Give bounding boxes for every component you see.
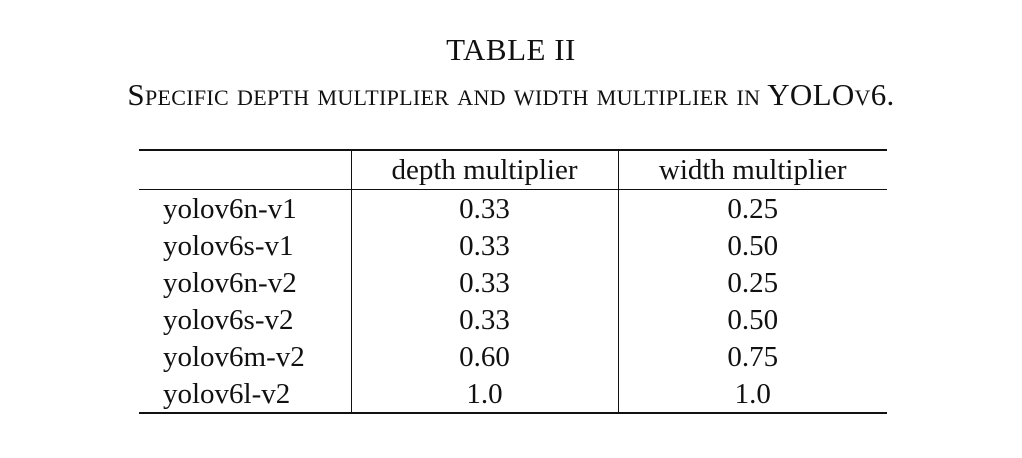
cell-model: yolov6s-v1 <box>163 229 294 262</box>
table-header-row: depth multiplier width multiplier <box>139 150 887 190</box>
cell-depth: 0.60 <box>350 338 618 375</box>
cell-depth: 0.33 <box>350 189 618 227</box>
cell-depth: 0.33 <box>350 264 618 301</box>
table-row: yolov6s-v2 0.33 0.50 <box>139 301 887 338</box>
cell-depth: 0.33 <box>350 301 618 338</box>
cell-depth: 0.33 <box>350 227 618 264</box>
table-number: TABLE II <box>446 32 576 67</box>
cell-model: yolov6m-v2 <box>163 340 305 373</box>
cell-width: 0.50 <box>617 301 887 338</box>
cell-width: 0.25 <box>617 264 887 301</box>
table-container: depth multiplier width multiplier yolov6… <box>139 149 887 414</box>
cell-width: 0.50 <box>617 227 887 264</box>
cell-model: yolov6n-v2 <box>163 266 297 299</box>
cell-model: yolov6n-v1 <box>163 192 297 225</box>
header-depth-multiplier: depth multiplier <box>350 150 618 190</box>
cell-width: 0.75 <box>617 338 887 375</box>
header-width-multiplier: width multiplier <box>617 150 887 190</box>
table-row: yolov6m-v2 0.60 0.75 <box>139 338 887 375</box>
table-row: yolov6s-v1 0.33 0.50 <box>139 227 887 264</box>
table-title: Specific depth multiplier and width mult… <box>127 77 895 112</box>
table-row: yolov6n-v1 0.33 0.25 <box>139 189 887 227</box>
header-model <box>139 150 351 190</box>
cell-model: yolov6s-v2 <box>163 303 294 336</box>
table-row: yolov6n-v2 0.33 0.25 <box>139 264 887 301</box>
cell-depth: 1.0 <box>350 375 618 413</box>
table-row: yolov6l-v2 1.0 1.0 <box>139 375 887 413</box>
multiplier-table: depth multiplier width multiplier yolov6… <box>139 149 887 414</box>
cell-width: 0.25 <box>617 189 887 227</box>
cell-width: 1.0 <box>617 375 887 413</box>
cell-model: yolov6l-v2 <box>163 377 291 410</box>
